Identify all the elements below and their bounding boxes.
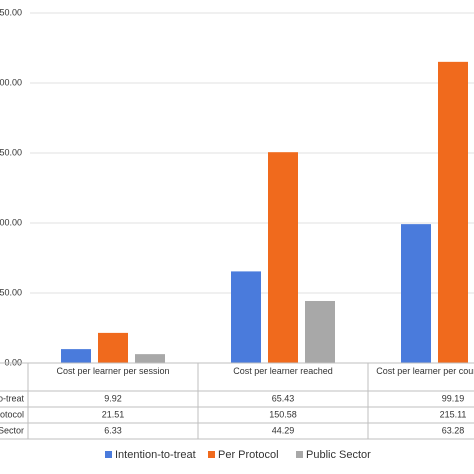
y-tick-label: 200.00: [0, 77, 22, 87]
row-label: Per Protocol: [0, 409, 24, 419]
bar: [135, 354, 165, 363]
y-tick-label: 100.00: [0, 217, 22, 227]
value-label: 65.43: [272, 393, 295, 403]
bar: [438, 61, 468, 363]
category-cell: Cost per learner reached: [233, 366, 333, 376]
x-tick-label: Cost per learner per course completed: [376, 366, 474, 376]
category-cell: Cost per learner per course completed: [376, 366, 474, 376]
bar: [305, 300, 335, 363]
legend-swatch: [208, 451, 215, 458]
x-tick-label: Cost per learner reached: [233, 366, 333, 376]
value-label: 150.58: [269, 409, 297, 419]
row-label: Public Sector: [0, 425, 24, 435]
legend-label: Intention-to-treat: [115, 449, 196, 461]
row-label: Intention-to-treat: [0, 393, 24, 403]
bar: [98, 332, 128, 363]
legend-swatch: [105, 451, 112, 458]
legend: Intention-to-treat Per Protocol Public Sec…: [105, 449, 371, 461]
y-tick-label: 50.00: [0, 287, 22, 297]
bar: [401, 224, 431, 363]
category-cell: Cost per learner per session: [56, 366, 170, 376]
value-label: 6.33: [104, 425, 122, 435]
value-label: 9.92: [104, 393, 122, 403]
legend-swatch: [296, 451, 303, 458]
value-label: 21.51: [102, 409, 125, 419]
bar: [268, 152, 298, 363]
value-label: 215.11: [440, 409, 467, 419]
legend-label: Per Protocol: [218, 449, 279, 461]
y-tick-label: 250.00: [0, 7, 22, 17]
bars: [61, 61, 468, 363]
value-label: 44.29: [272, 425, 295, 435]
data-table: Cost per learner per session Cost per lea…: [0, 362, 474, 440]
y-tick-label: 150.00: [0, 147, 22, 157]
value-label: 99.19: [442, 393, 465, 403]
bar: [61, 349, 91, 363]
y-tick-label: 0.00: [4, 357, 22, 367]
legend-label: Public Sector: [306, 449, 371, 461]
value-label: 63.28: [442, 425, 465, 435]
x-tick-label: Cost per learner per session: [56, 366, 170, 376]
bar: [231, 271, 261, 363]
